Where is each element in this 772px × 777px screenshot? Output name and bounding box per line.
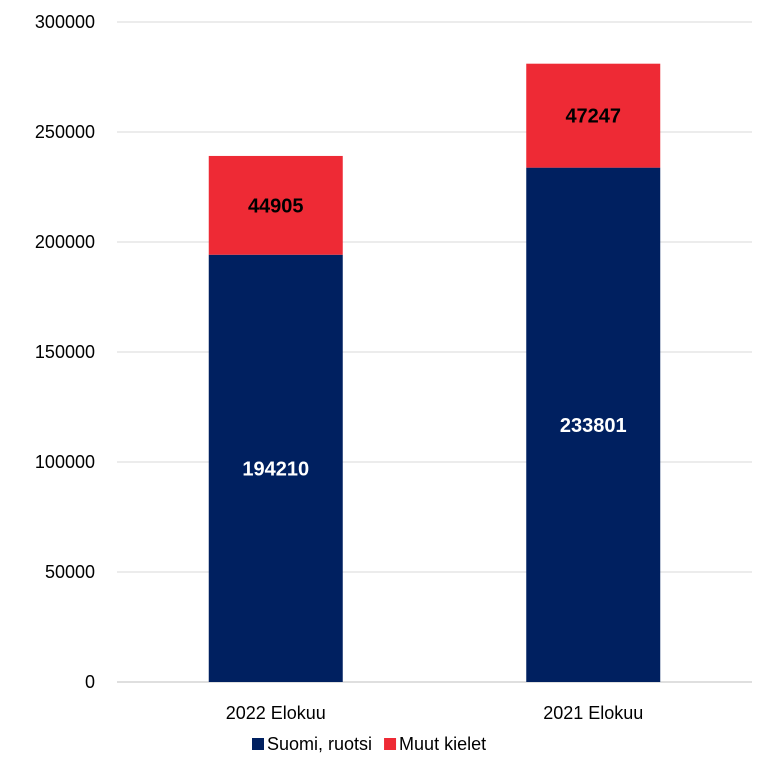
y-axis-tick-labels: 0 50000 100000 150000 200000 250000 300000	[35, 12, 95, 692]
data-labels: 194210 44905 233801 47247	[242, 106, 626, 481]
bar-segment	[526, 167, 661, 682]
y-tick-label: 150000	[35, 342, 95, 362]
y-tick-label: 300000	[35, 12, 95, 32]
bars	[208, 63, 661, 682]
y-tick-label: 0	[85, 672, 95, 692]
x-axis-tick-labels: 2022 Elokuu 2021 Elokuu	[226, 703, 644, 723]
x-tick-label: 2021 Elokuu	[543, 703, 643, 723]
bar-segment	[208, 254, 343, 682]
bar-segment	[208, 155, 343, 255]
bar-segment	[526, 63, 661, 168]
data-label: 233801	[560, 415, 627, 437]
data-label: 47247	[565, 106, 621, 128]
legend-swatch	[252, 738, 264, 750]
y-tick-label: 50000	[45, 562, 95, 582]
legend: Suomi, ruotsi Muut kielet	[252, 734, 486, 754]
data-label: 44905	[248, 195, 304, 217]
data-label: 194210	[242, 458, 309, 480]
y-tick-label: 100000	[35, 452, 95, 472]
x-tick-label: 2022 Elokuu	[226, 703, 326, 723]
legend-label: Muut kielet	[399, 734, 486, 754]
y-tick-label: 250000	[35, 122, 95, 142]
legend-label: Suomi, ruotsi	[267, 734, 372, 754]
legend-swatch	[384, 738, 397, 750]
y-tick-label: 200000	[35, 232, 95, 252]
